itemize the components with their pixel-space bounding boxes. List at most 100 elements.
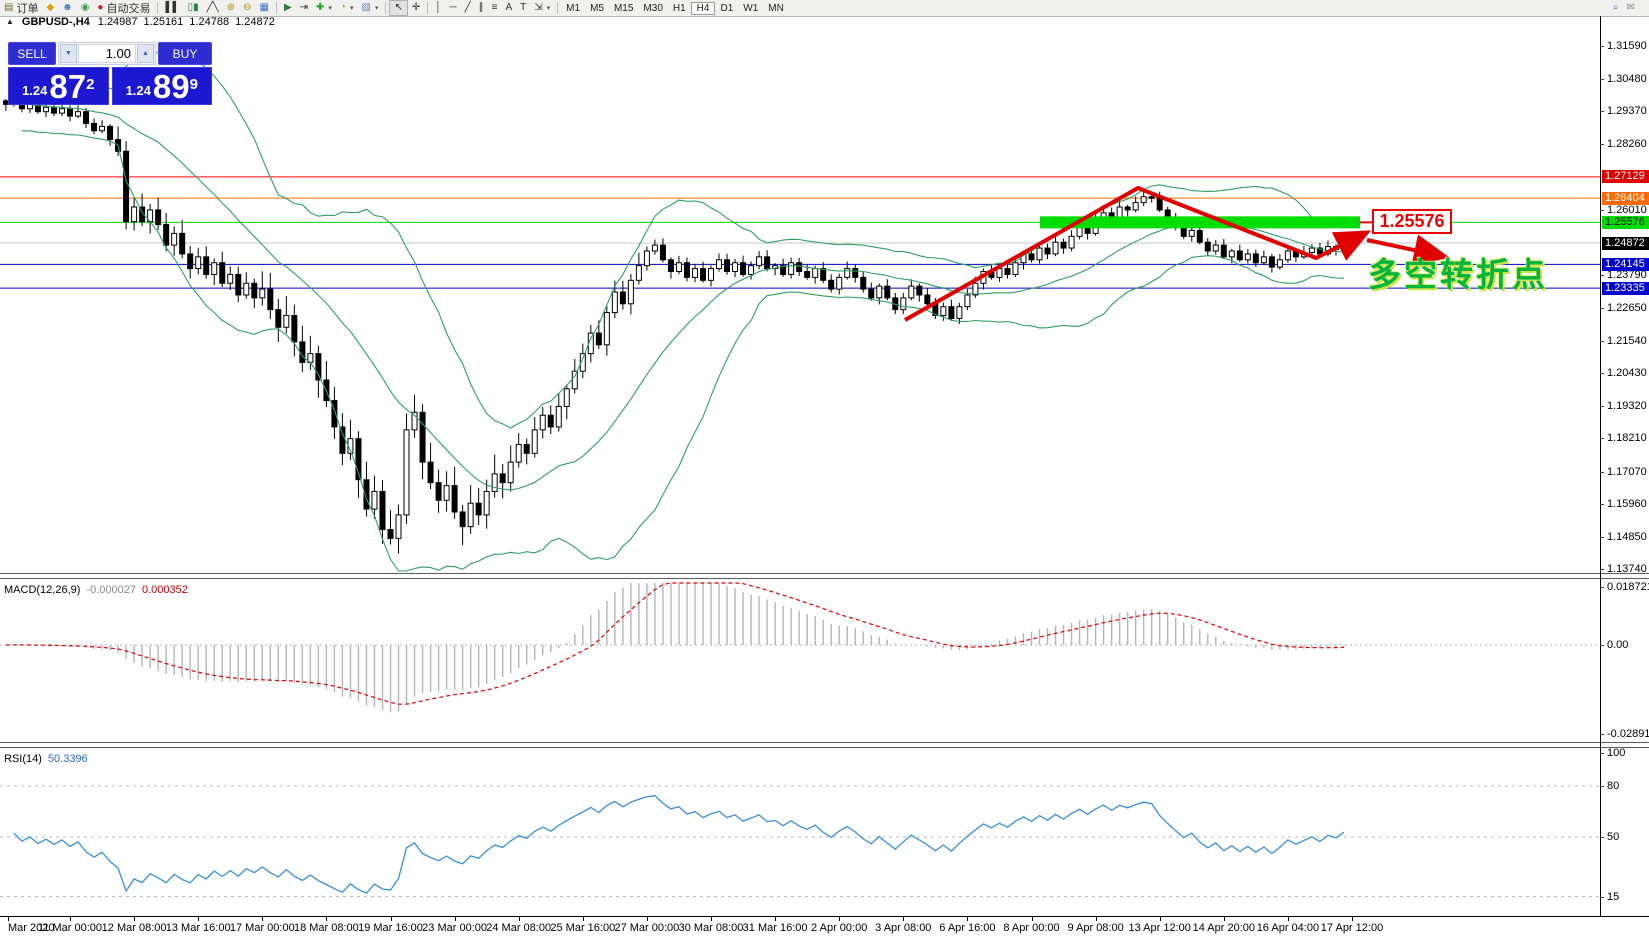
buy-price-display[interactable]: 1.24 89 9 xyxy=(111,67,212,105)
time-axis-label: 31 Mar 16:00 xyxy=(742,922,808,934)
price-axis-label: 1.28260 xyxy=(1607,137,1647,150)
rsi-axis-tick xyxy=(1600,753,1604,754)
volume-input[interactable]: 1.00 xyxy=(78,44,136,63)
horizontal-line-tool[interactable]: ─ xyxy=(446,1,461,15)
time-axis-border xyxy=(0,916,1649,917)
timeframe-H1[interactable]: H1 xyxy=(672,2,686,14)
price-axis-label: 1.29370 xyxy=(1607,105,1647,118)
trendline-tool[interactable]: ╱ xyxy=(461,1,475,15)
price-axis-tick xyxy=(1600,340,1604,342)
chart-marker-icon: ▲ xyxy=(6,17,14,26)
tile-windows-button[interactable]: ▦ xyxy=(255,1,272,15)
signal-button[interactable]: ◉ xyxy=(77,1,94,15)
toolbar-separator xyxy=(157,2,159,14)
timeframe-D1[interactable]: D1 xyxy=(720,2,734,14)
sell-button[interactable]: SELL xyxy=(8,42,56,65)
rsi-line xyxy=(13,795,1345,894)
main-chart-canvas[interactable] xyxy=(0,16,1600,573)
macd-axis-label: 0.018721 xyxy=(1607,581,1649,593)
sell-price-big: 87 xyxy=(49,68,87,105)
bar-chart-button[interactable]: ▌▌ xyxy=(161,1,183,15)
search-button[interactable]: ⌕ xyxy=(1609,1,1623,15)
auto-scroll-button[interactable]: ▶ xyxy=(280,1,296,15)
candlestick-icon: ▯▮ xyxy=(187,2,199,13)
price-axis-border xyxy=(1600,16,1601,916)
bar-chart-icon: ▌▌ xyxy=(165,2,180,13)
text-label-tool[interactable]: T xyxy=(516,1,530,15)
time-axis-label: 9 Apr 08:00 xyxy=(1067,922,1124,934)
timeframe-H4[interactable]: H4 xyxy=(690,1,716,15)
new-order-label: 订单 xyxy=(16,3,39,15)
timeframe-MN[interactable]: MN xyxy=(768,2,784,14)
price-axis-tick xyxy=(1600,274,1604,276)
time-axis-label: 14 Apr 20:00 xyxy=(1192,922,1255,934)
price-axis-label: 1.31590 xyxy=(1607,40,1647,52)
price-axis-tick xyxy=(1600,438,1604,440)
time-axis-tick xyxy=(134,916,136,921)
time-axis-tick xyxy=(711,916,712,921)
templates-button[interactable]: ▧ ▾ xyxy=(358,1,383,15)
timeframe-M15[interactable]: M15 xyxy=(613,2,634,14)
time-axis-tick xyxy=(582,916,584,921)
timeframe-M30[interactable]: M30 xyxy=(643,2,663,14)
time-axis-label: 3 Apr 08:00 xyxy=(875,922,932,934)
timeframe-M1[interactable]: M1 xyxy=(566,2,581,14)
support-band xyxy=(1040,216,1360,229)
timeframe-M5[interactable]: M5 xyxy=(590,2,604,14)
line-chart-button[interactable]: ╱╲ xyxy=(203,1,223,15)
vertical-line-icon: │ xyxy=(435,2,442,13)
cursor-tool-button[interactable]: ↖ xyxy=(389,0,408,16)
line-chart-icon: ╱╲ xyxy=(206,2,219,13)
vertical-line-tool[interactable]: │ xyxy=(431,1,445,15)
periods-button[interactable]: ◔ ▾ xyxy=(336,1,358,15)
gold-button[interactable]: ◆ xyxy=(42,1,58,15)
autotrading-button[interactable]: ● 自动交易 xyxy=(93,1,154,16)
time-axis-label: 19 Mar 16:00 xyxy=(358,922,423,934)
zoom-out-button[interactable]: ⊖ xyxy=(239,1,255,15)
candlestick-chart-button[interactable]: ▯▮ xyxy=(184,1,203,15)
clock-icon: ◔ xyxy=(339,2,346,13)
time-axis-tick xyxy=(518,916,520,921)
profile-button[interactable]: ☻ xyxy=(58,1,77,15)
buy-price-prefix: 1.24 xyxy=(125,83,151,98)
price-axis-tick xyxy=(1600,569,1604,571)
chart-shift-button[interactable]: ⇥ xyxy=(296,1,312,15)
price-callout-box: 1.25576 xyxy=(1372,209,1452,234)
sell-price-display[interactable]: 1.24 87 2 xyxy=(8,67,109,105)
macd-pane-canvas[interactable] xyxy=(0,578,1600,742)
price-axis-tick xyxy=(1600,536,1604,538)
time-axis-label: 24 Mar 08:00 xyxy=(486,922,552,934)
time-axis-tick xyxy=(1159,916,1161,921)
channel-tool[interactable]: ∥ xyxy=(475,1,488,15)
indicators-button[interactable]: ✚ ▾ xyxy=(312,1,336,15)
time-axis-label: 25 Mar 16:00 xyxy=(550,922,616,934)
fibonacci-tool[interactable]: ≡ xyxy=(488,1,502,15)
price-axis-tick xyxy=(1600,78,1604,80)
zoom-in-icon: ⊕ xyxy=(226,2,236,13)
new-order-button[interactable]: ▤ 订单 xyxy=(0,1,42,16)
zoom-in-button[interactable]: ⊕ xyxy=(223,1,239,15)
price-axis-label: 1.14850 xyxy=(1607,530,1647,543)
price-axis-label: 1.15960 xyxy=(1607,498,1647,511)
pane-separator[interactable] xyxy=(0,742,1649,748)
price-badge: 1.23335 xyxy=(1602,281,1649,295)
shapes-tool[interactable]: ⇲ ▾ xyxy=(530,1,554,15)
chart-shift-icon: ⇥ xyxy=(299,2,309,13)
crosshair-tool-button[interactable]: ✛ xyxy=(408,1,424,15)
rsi-axis-label: 100 xyxy=(1607,747,1626,759)
rsi-pane-canvas[interactable] xyxy=(0,747,1600,916)
volume-increase-button[interactable]: ▲ xyxy=(137,44,154,63)
tile-windows-icon: ▦ xyxy=(259,2,269,13)
buy-button[interactable]: BUY xyxy=(158,42,212,65)
price-axis-label: 1.23790 xyxy=(1607,268,1647,281)
time-axis-label: 27 Mar 00:00 xyxy=(614,922,680,934)
volume-decrease-button[interactable]: ▼ xyxy=(60,44,77,63)
autotrading-icon: ● xyxy=(97,2,104,13)
pane-separator[interactable] xyxy=(0,573,1649,579)
timeframe-W1[interactable]: W1 xyxy=(743,2,759,14)
chat-button[interactable]: ✉ xyxy=(1623,1,1639,15)
text-label-icon: T xyxy=(520,2,527,13)
volume-stepper: ▼ 1.00 ▲ xyxy=(58,42,156,65)
price-axis-tick xyxy=(1600,46,1604,47)
text-tool[interactable]: A xyxy=(501,1,516,15)
